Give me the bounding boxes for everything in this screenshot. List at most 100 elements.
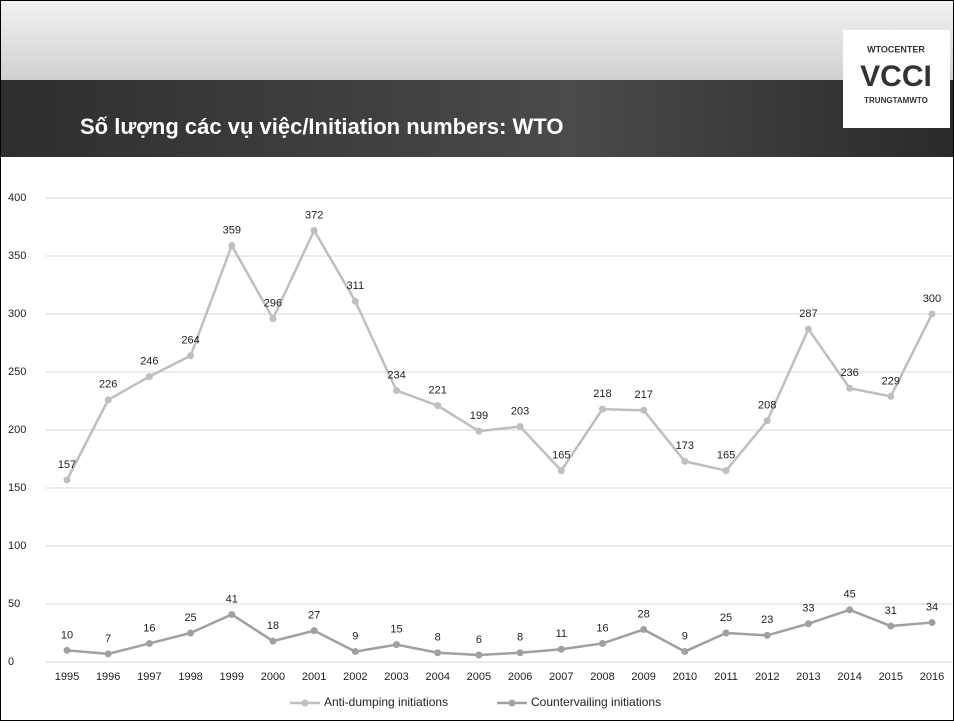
x-tick-label: 2010 — [673, 671, 697, 683]
x-tick-label: 2003 — [384, 671, 408, 683]
data-label: 16 — [596, 622, 608, 634]
legend-marker — [508, 699, 516, 707]
data-label: 208 — [758, 400, 776, 412]
data-label: 296 — [264, 298, 282, 310]
x-tick-label: 2015 — [879, 671, 903, 683]
data-point — [104, 650, 112, 658]
data-label: 217 — [634, 389, 652, 401]
data-point — [310, 627, 318, 635]
data-point — [434, 402, 442, 410]
series-line — [66, 608, 933, 657]
data-label: 8 — [517, 632, 523, 644]
x-tick-label: 2000 — [261, 671, 285, 683]
data-point — [187, 352, 195, 360]
data-point — [516, 423, 524, 431]
data-label: 236 — [840, 367, 858, 379]
data-label: 7 — [105, 633, 111, 645]
x-tick-label: 2002 — [343, 671, 367, 683]
data-label: 246 — [140, 356, 158, 368]
data-point — [434, 649, 442, 657]
data-point — [722, 467, 730, 475]
data-label: 27 — [308, 610, 320, 622]
logo-text: TRUNGTAMWTO — [864, 96, 928, 105]
y-tick-label: 400 — [8, 192, 26, 204]
data-point — [63, 646, 71, 654]
y-tick-label: 0 — [8, 656, 14, 668]
data-point — [516, 649, 524, 657]
x-tick-label: 2004 — [425, 671, 449, 683]
logo-text: VCCI — [860, 60, 932, 93]
data-point — [269, 637, 277, 645]
data-point — [681, 648, 689, 656]
data-label: 45 — [843, 589, 855, 601]
data-point — [557, 645, 565, 653]
legend-label: Anti-dumping initiations — [324, 695, 448, 709]
data-label: 264 — [181, 335, 199, 347]
y-tick-label: 250 — [8, 366, 26, 378]
data-point — [393, 641, 401, 649]
data-point — [928, 310, 936, 318]
y-tick-label: 350 — [8, 250, 26, 262]
data-point — [393, 387, 401, 395]
data-label: 11 — [556, 628, 567, 640]
data-point — [928, 619, 936, 627]
data-label: 16 — [143, 622, 155, 634]
data-point — [310, 226, 318, 234]
data-label: 229 — [882, 375, 900, 387]
data-point — [763, 417, 771, 425]
data-label: 25 — [720, 612, 732, 624]
y-tick-label: 100 — [8, 540, 26, 552]
series-line — [65, 227, 934, 481]
data-point — [228, 242, 236, 250]
data-label: 25 — [184, 612, 196, 624]
data-point — [63, 476, 71, 484]
data-label: 28 — [638, 608, 650, 620]
data-point — [804, 325, 812, 333]
data-label: 33 — [802, 603, 814, 615]
data-label: 34 — [926, 601, 938, 613]
data-label: 6 — [476, 634, 482, 646]
data-label: 218 — [593, 388, 611, 400]
x-tick-label: 1995 — [55, 671, 79, 683]
data-point — [681, 457, 689, 465]
y-tick-label: 300 — [8, 308, 26, 320]
data-point — [104, 396, 112, 404]
data-point — [475, 651, 483, 659]
data-label: 311 — [347, 280, 365, 292]
data-point — [804, 620, 812, 628]
data-label: 300 — [923, 293, 941, 305]
x-tick-label: 1996 — [96, 671, 120, 683]
x-tick-label: 2005 — [467, 671, 491, 683]
data-label: 23 — [761, 614, 773, 626]
logo-text: WTOCENTER — [867, 44, 925, 54]
x-tick-label: 2009 — [631, 671, 655, 683]
x-tick-label: 2014 — [837, 671, 861, 683]
data-point — [351, 297, 359, 305]
y-tick-label: 50 — [8, 598, 20, 610]
legend-label: Countervailing initiations — [531, 695, 661, 709]
data-point — [598, 639, 606, 647]
data-point — [351, 648, 359, 656]
data-label: 9 — [682, 630, 688, 642]
data-point — [269, 315, 277, 323]
data-label: 359 — [223, 224, 241, 236]
x-tick-label: 2007 — [549, 671, 573, 683]
x-tick-label: 2006 — [508, 671, 532, 683]
data-label: 31 — [885, 605, 897, 617]
header-band — [0, 80, 954, 157]
data-point — [145, 373, 153, 381]
x-tick-label: 2008 — [590, 671, 614, 683]
data-point — [145, 639, 153, 647]
data-point — [228, 610, 236, 618]
y-tick-label: 200 — [8, 424, 26, 436]
data-point — [557, 467, 565, 475]
x-tick-label: 2016 — [920, 671, 944, 683]
data-label: 10 — [61, 629, 73, 641]
data-label: 226 — [99, 379, 117, 391]
data-point — [887, 622, 895, 630]
x-tick-label: 1999 — [220, 671, 244, 683]
data-label: 173 — [676, 440, 694, 452]
data-label: 165 — [717, 450, 735, 462]
x-tick-label: 1998 — [178, 671, 202, 683]
